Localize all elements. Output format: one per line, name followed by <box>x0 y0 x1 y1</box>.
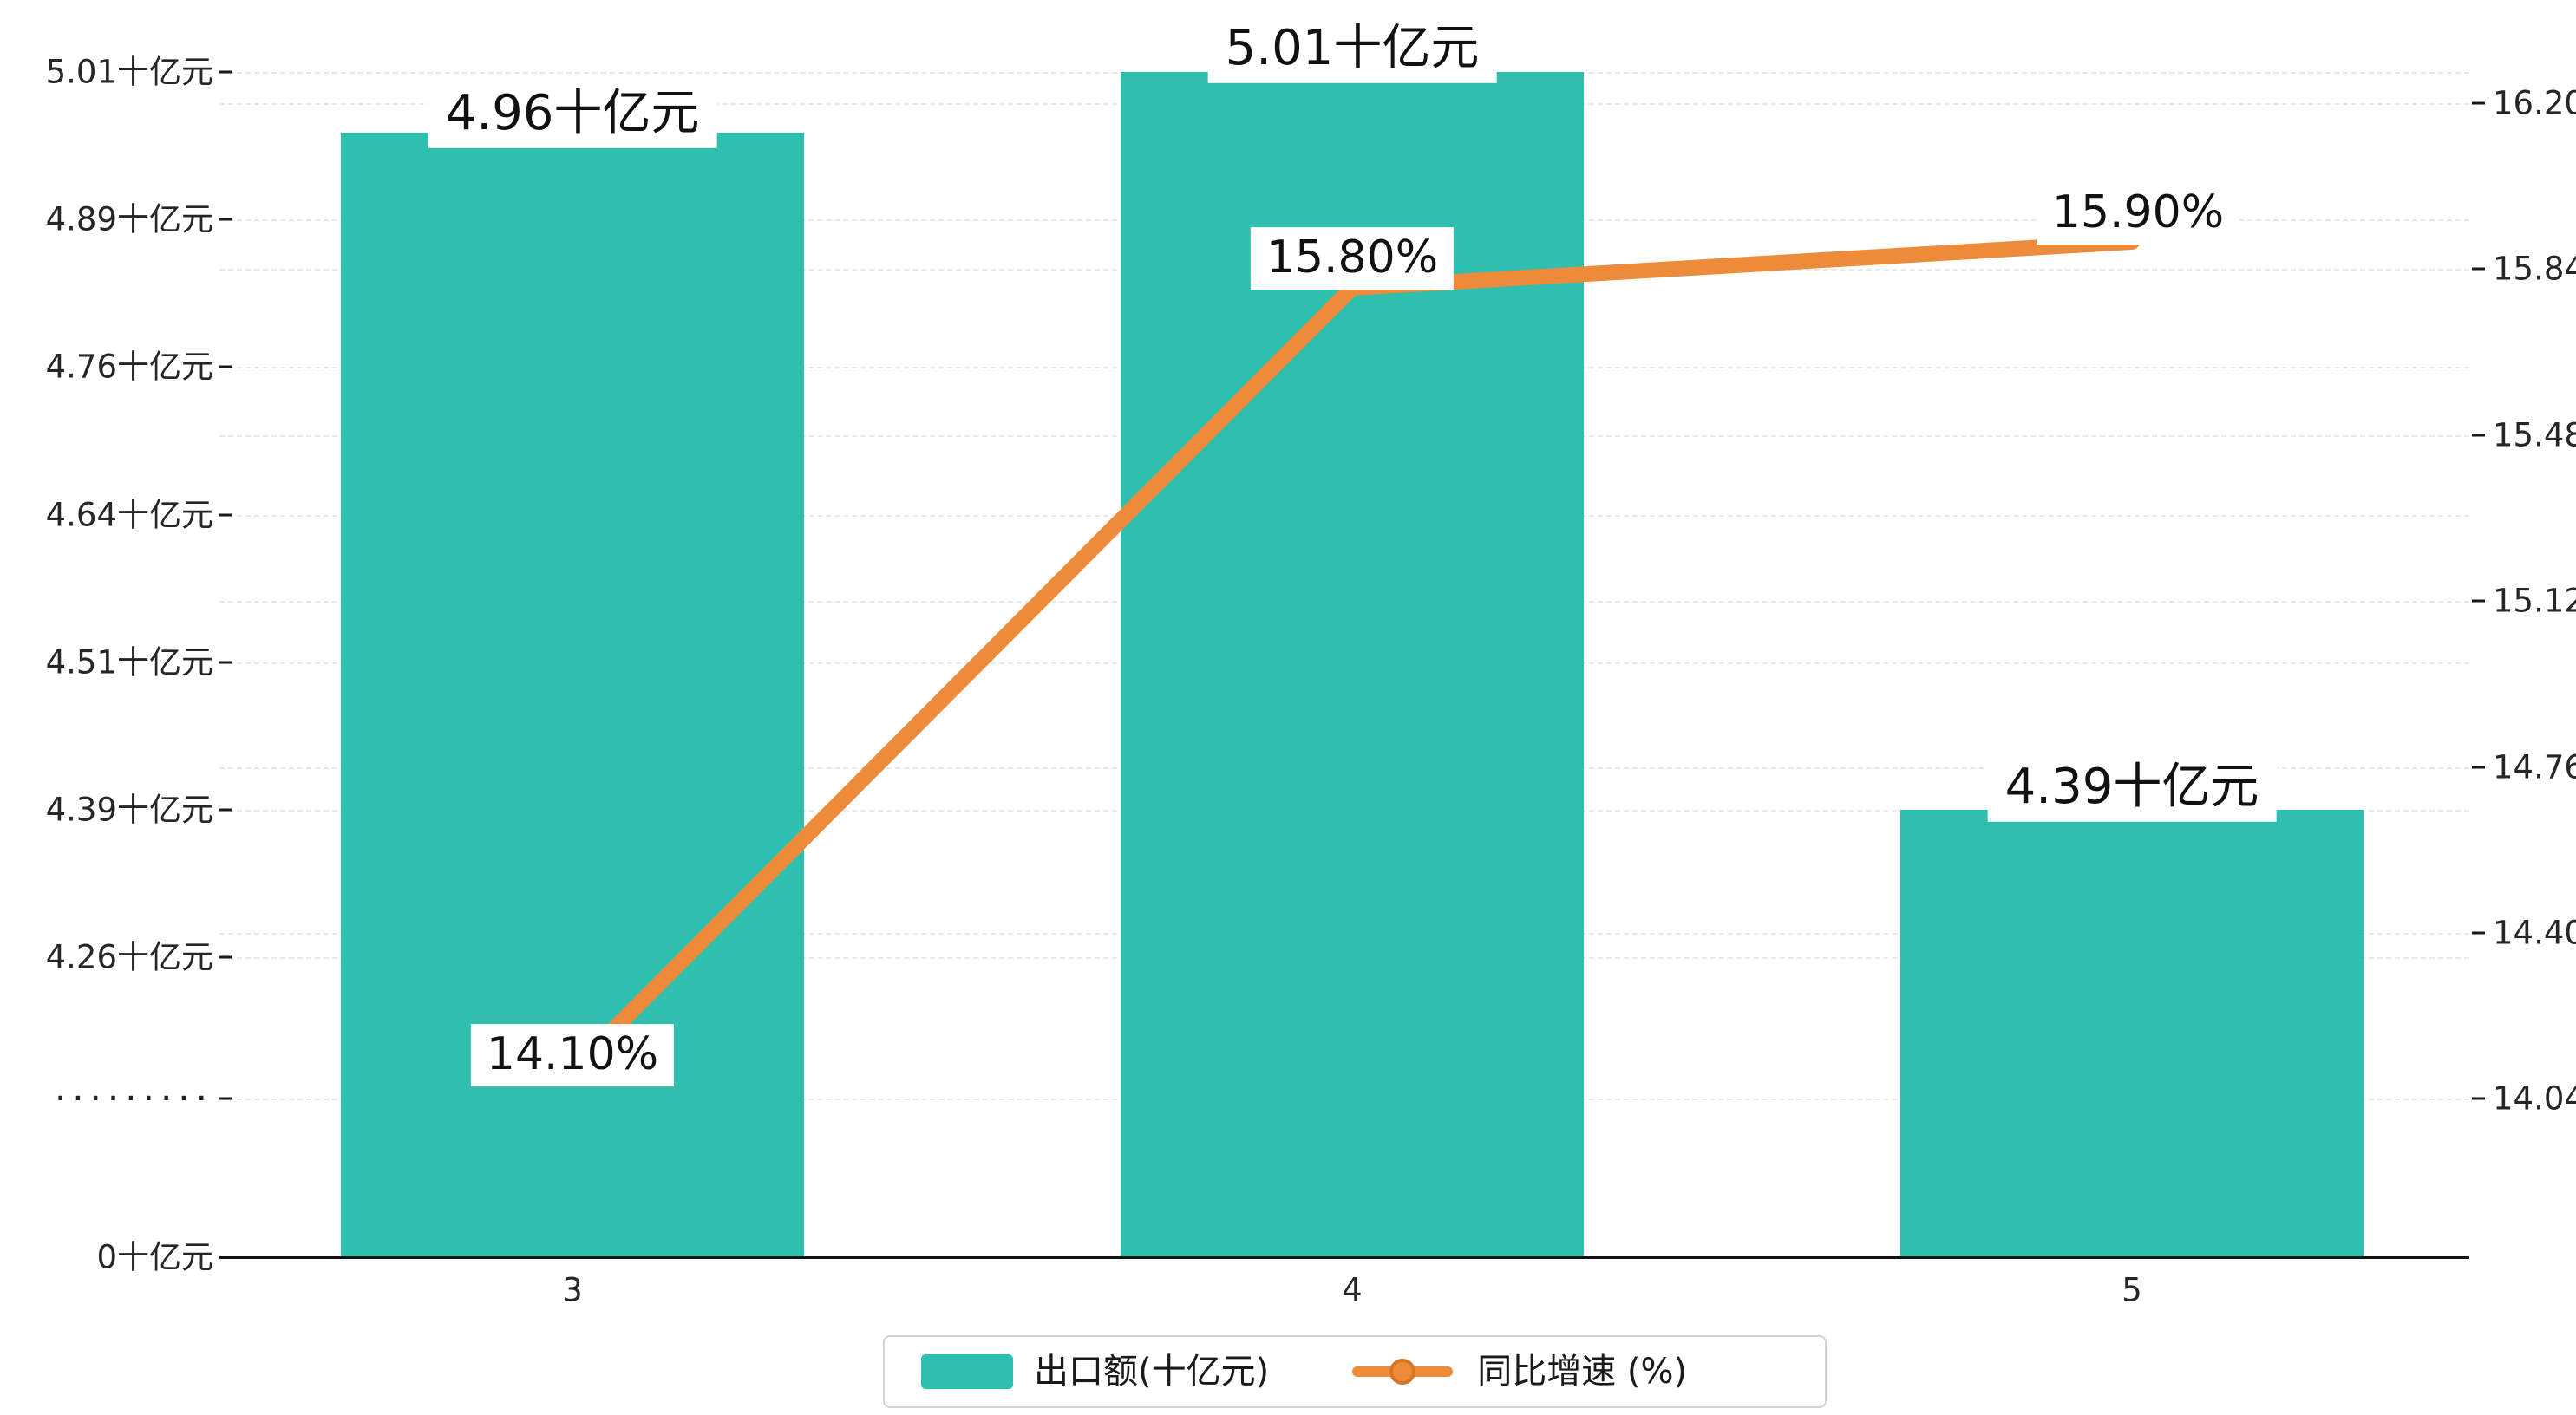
left-axis-tick-label: 4.89十亿元 <box>45 200 213 238</box>
left-axis-tick-label: 4.26十亿元 <box>45 938 213 976</box>
right-axis-tick-label: 15.12 <box>2493 582 2576 620</box>
right-axis-tick <box>2472 1097 2485 1100</box>
legend-bar-swatch <box>921 1354 1013 1389</box>
bar-value-label: 5.01十亿元 <box>1207 13 1497 84</box>
left-axis-tick <box>219 218 232 221</box>
x-axis-tick-label: 5 <box>2122 1271 2142 1309</box>
right-axis-tick <box>2472 766 2485 769</box>
right-axis-tick-label: 15.84 <box>2493 250 2576 288</box>
left-axis-tick <box>219 513 232 517</box>
left-axis-tick <box>219 955 232 959</box>
right-axis-tick-label: 15.48 <box>2493 416 2576 454</box>
left-axis-tick <box>219 365 232 368</box>
right-axis-tick-label: 14.76 <box>2493 748 2576 786</box>
left-axis-tick-label: 4.76十亿元 <box>45 348 213 386</box>
right-axis-tick <box>2472 267 2485 271</box>
legend-item-export: 出口额(十亿元) <box>1034 1352 1270 1392</box>
left-axis-tick <box>219 808 232 812</box>
bar-month-3 <box>341 133 804 1257</box>
legend: 出口额(十亿元) 同比增速 (%) <box>883 1335 1827 1408</box>
line-value-label: 15.80% <box>1250 227 1455 290</box>
x-axis-tick-label: 3 <box>562 1271 583 1309</box>
bar-value-label: 4.39十亿元 <box>1987 752 2277 823</box>
x-axis-tick-label: 4 <box>1342 1271 1363 1309</box>
line-value-label: 15.90% <box>2036 182 2240 245</box>
left-axis-tick <box>219 1097 232 1100</box>
left-axis-tick <box>219 70 232 74</box>
x-axis-line <box>219 1256 2469 1259</box>
left-axis-tick <box>219 661 232 664</box>
legend-item-growth: 同比增速 (%) <box>1477 1352 1688 1392</box>
legend-line-swatch <box>1352 1354 1454 1389</box>
left-axis-tick-label: 0十亿元 <box>96 1238 213 1276</box>
bar-month-5 <box>1900 810 2364 1257</box>
right-axis-tick-label: 14.40 <box>2493 914 2576 952</box>
right-axis-tick <box>2472 931 2485 935</box>
left-axis-tick-label: 4.64十亿元 <box>45 496 213 534</box>
right-axis-tick <box>2472 434 2485 437</box>
left-axis-tick-label: 4.39十亿元 <box>45 791 213 829</box>
right-axis-tick <box>2472 599 2485 603</box>
right-axis-tick <box>2472 101 2485 105</box>
right-axis-tick-label: 14.04 <box>2493 1079 2576 1118</box>
legend-line-marker-icon <box>1389 1359 1416 1385</box>
left-axis-tick-label: 4.51十亿元 <box>45 643 213 681</box>
line-value-label: 14.10% <box>470 1024 675 1086</box>
bar-value-label: 4.96十亿元 <box>428 78 717 149</box>
left-axis-tick-label: 5.01十亿元 <box>45 53 213 91</box>
axis-break-dots: ········· <box>54 1077 213 1119</box>
right-axis-tick-label: 16.20 <box>2493 84 2576 122</box>
